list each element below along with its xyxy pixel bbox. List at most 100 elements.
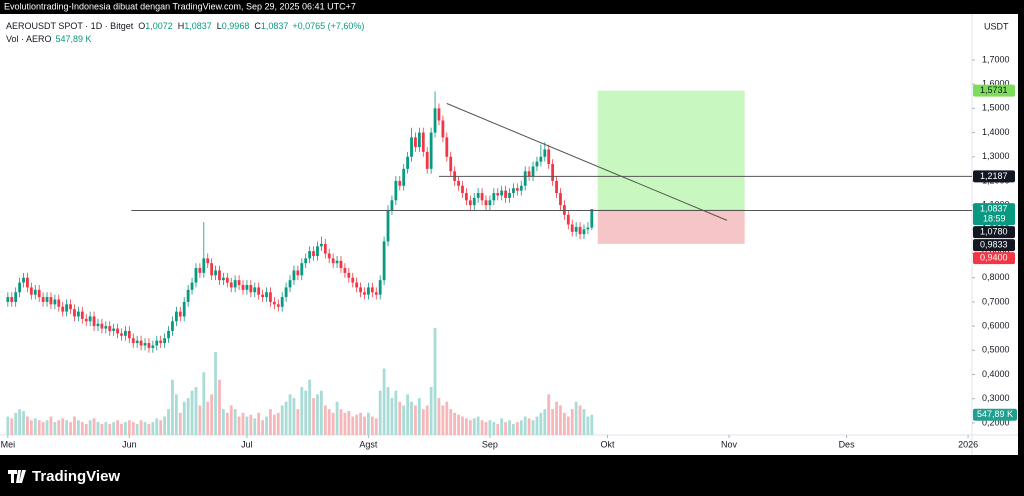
- volume-bar: [41, 422, 45, 435]
- candle-body: [582, 229, 586, 235]
- volume-bar: [18, 409, 21, 435]
- volume-bar: [453, 412, 457, 435]
- candle-body: [14, 292, 18, 302]
- y-tick-label: 1,6000: [982, 79, 1010, 89]
- volume-bar: [308, 379, 312, 435]
- candle-body: [480, 193, 484, 201]
- logo: TradingView: [8, 468, 120, 485]
- candle-body: [394, 180, 398, 201]
- candle-body: [6, 297, 10, 302]
- volume-bar: [449, 409, 453, 435]
- candle-body: [186, 289, 190, 302]
- volume-bar: [57, 420, 61, 435]
- x-tick-label: Jul: [241, 439, 253, 449]
- candle-body: [49, 297, 53, 305]
- candle-body: [386, 209, 390, 242]
- volume-bar: [22, 410, 25, 435]
- y-tick-label: 0,8000: [982, 272, 1010, 282]
- volume-bar: [566, 416, 570, 435]
- candle-body: [319, 243, 323, 247]
- volume-bar: [237, 416, 241, 435]
- candle-body: [272, 301, 276, 305]
- volume-bar: [245, 416, 249, 435]
- candle-body: [10, 297, 14, 302]
- price-label: [973, 84, 1015, 97]
- candle-body: [57, 299, 61, 307]
- volume-bar: [108, 423, 112, 435]
- candle-body: [578, 226, 582, 235]
- volume-bar: [523, 416, 527, 435]
- candle-body: [190, 282, 194, 290]
- volume-bar: [406, 394, 410, 435]
- volume-bar: [229, 405, 233, 435]
- currency: USDT: [984, 21, 1009, 31]
- price-label: [973, 252, 1015, 265]
- candle-body: [508, 193, 511, 198]
- candle-body: [437, 108, 441, 121]
- candle-body: [61, 306, 65, 312]
- volume-bar: [174, 394, 178, 435]
- volume-bar: [80, 422, 84, 435]
- price-label-text: 0,9833: [980, 239, 1008, 249]
- candle-body: [335, 260, 339, 264]
- candle-body: [26, 277, 29, 288]
- candle-body: [523, 171, 527, 186]
- volume-bar: [323, 405, 327, 435]
- candle-body: [80, 311, 84, 319]
- price-label: [973, 226, 1015, 239]
- candle-body: [222, 277, 225, 281]
- candle-body: [370, 287, 374, 293]
- candle-body: [492, 193, 496, 201]
- candle-body: [461, 185, 464, 194]
- candle-body: [151, 345, 155, 348]
- volume-bar: [574, 401, 578, 435]
- x-tick-label: 2026: [958, 439, 978, 449]
- candle-body: [488, 200, 492, 206]
- volume-bar: [508, 420, 511, 435]
- y-tick-label: 1,4000: [982, 127, 1010, 137]
- volume-bar: [312, 398, 315, 435]
- candle-body: [76, 311, 80, 317]
- candle-body: [410, 137, 413, 157]
- candle-body: [120, 333, 123, 336]
- volume-bar: [472, 418, 476, 435]
- candle-body: [414, 137, 417, 148]
- candle-body: [127, 330, 131, 339]
- volume-bar: [296, 409, 300, 435]
- candle-body: [143, 343, 147, 346]
- candle-body: [363, 292, 366, 295]
- volume-bar: [155, 418, 159, 435]
- candle-body: [206, 258, 210, 264]
- candle-body: [374, 292, 378, 295]
- price-label: [973, 239, 1015, 252]
- candle-body: [445, 137, 449, 157]
- volume-bar: [457, 414, 460, 435]
- volume-bar: [104, 422, 108, 435]
- x-tick-label: Mei: [1, 439, 16, 449]
- volume-bar: [555, 401, 558, 435]
- volume-bar: [186, 398, 190, 435]
- volume-bar: [218, 379, 221, 435]
- candle-body: [378, 280, 382, 295]
- volume-bar: [551, 409, 555, 435]
- volume-bar: [14, 412, 18, 435]
- volume-bar: [390, 398, 394, 435]
- x-tick-label: Agst: [359, 439, 378, 449]
- price-label-text: 1,5731: [980, 85, 1008, 95]
- candle-body: [100, 323, 104, 329]
- volume-bar: [272, 414, 276, 435]
- price-label-text: 1,0837: [980, 203, 1008, 213]
- volume-bar: [112, 422, 116, 435]
- y-tick-label: 0,5000: [982, 345, 1010, 355]
- volume-bar: [582, 409, 586, 435]
- candle-body: [351, 277, 355, 283]
- price-label-text: 1,0780: [980, 226, 1008, 236]
- volume-bar: [394, 390, 398, 435]
- candle-body: [269, 292, 272, 302]
- candle-body: [96, 323, 100, 327]
- volume-bar: [151, 422, 155, 435]
- candle-body: [139, 340, 143, 346]
- volume-bar: [276, 412, 280, 435]
- logo-mark: [8, 470, 26, 483]
